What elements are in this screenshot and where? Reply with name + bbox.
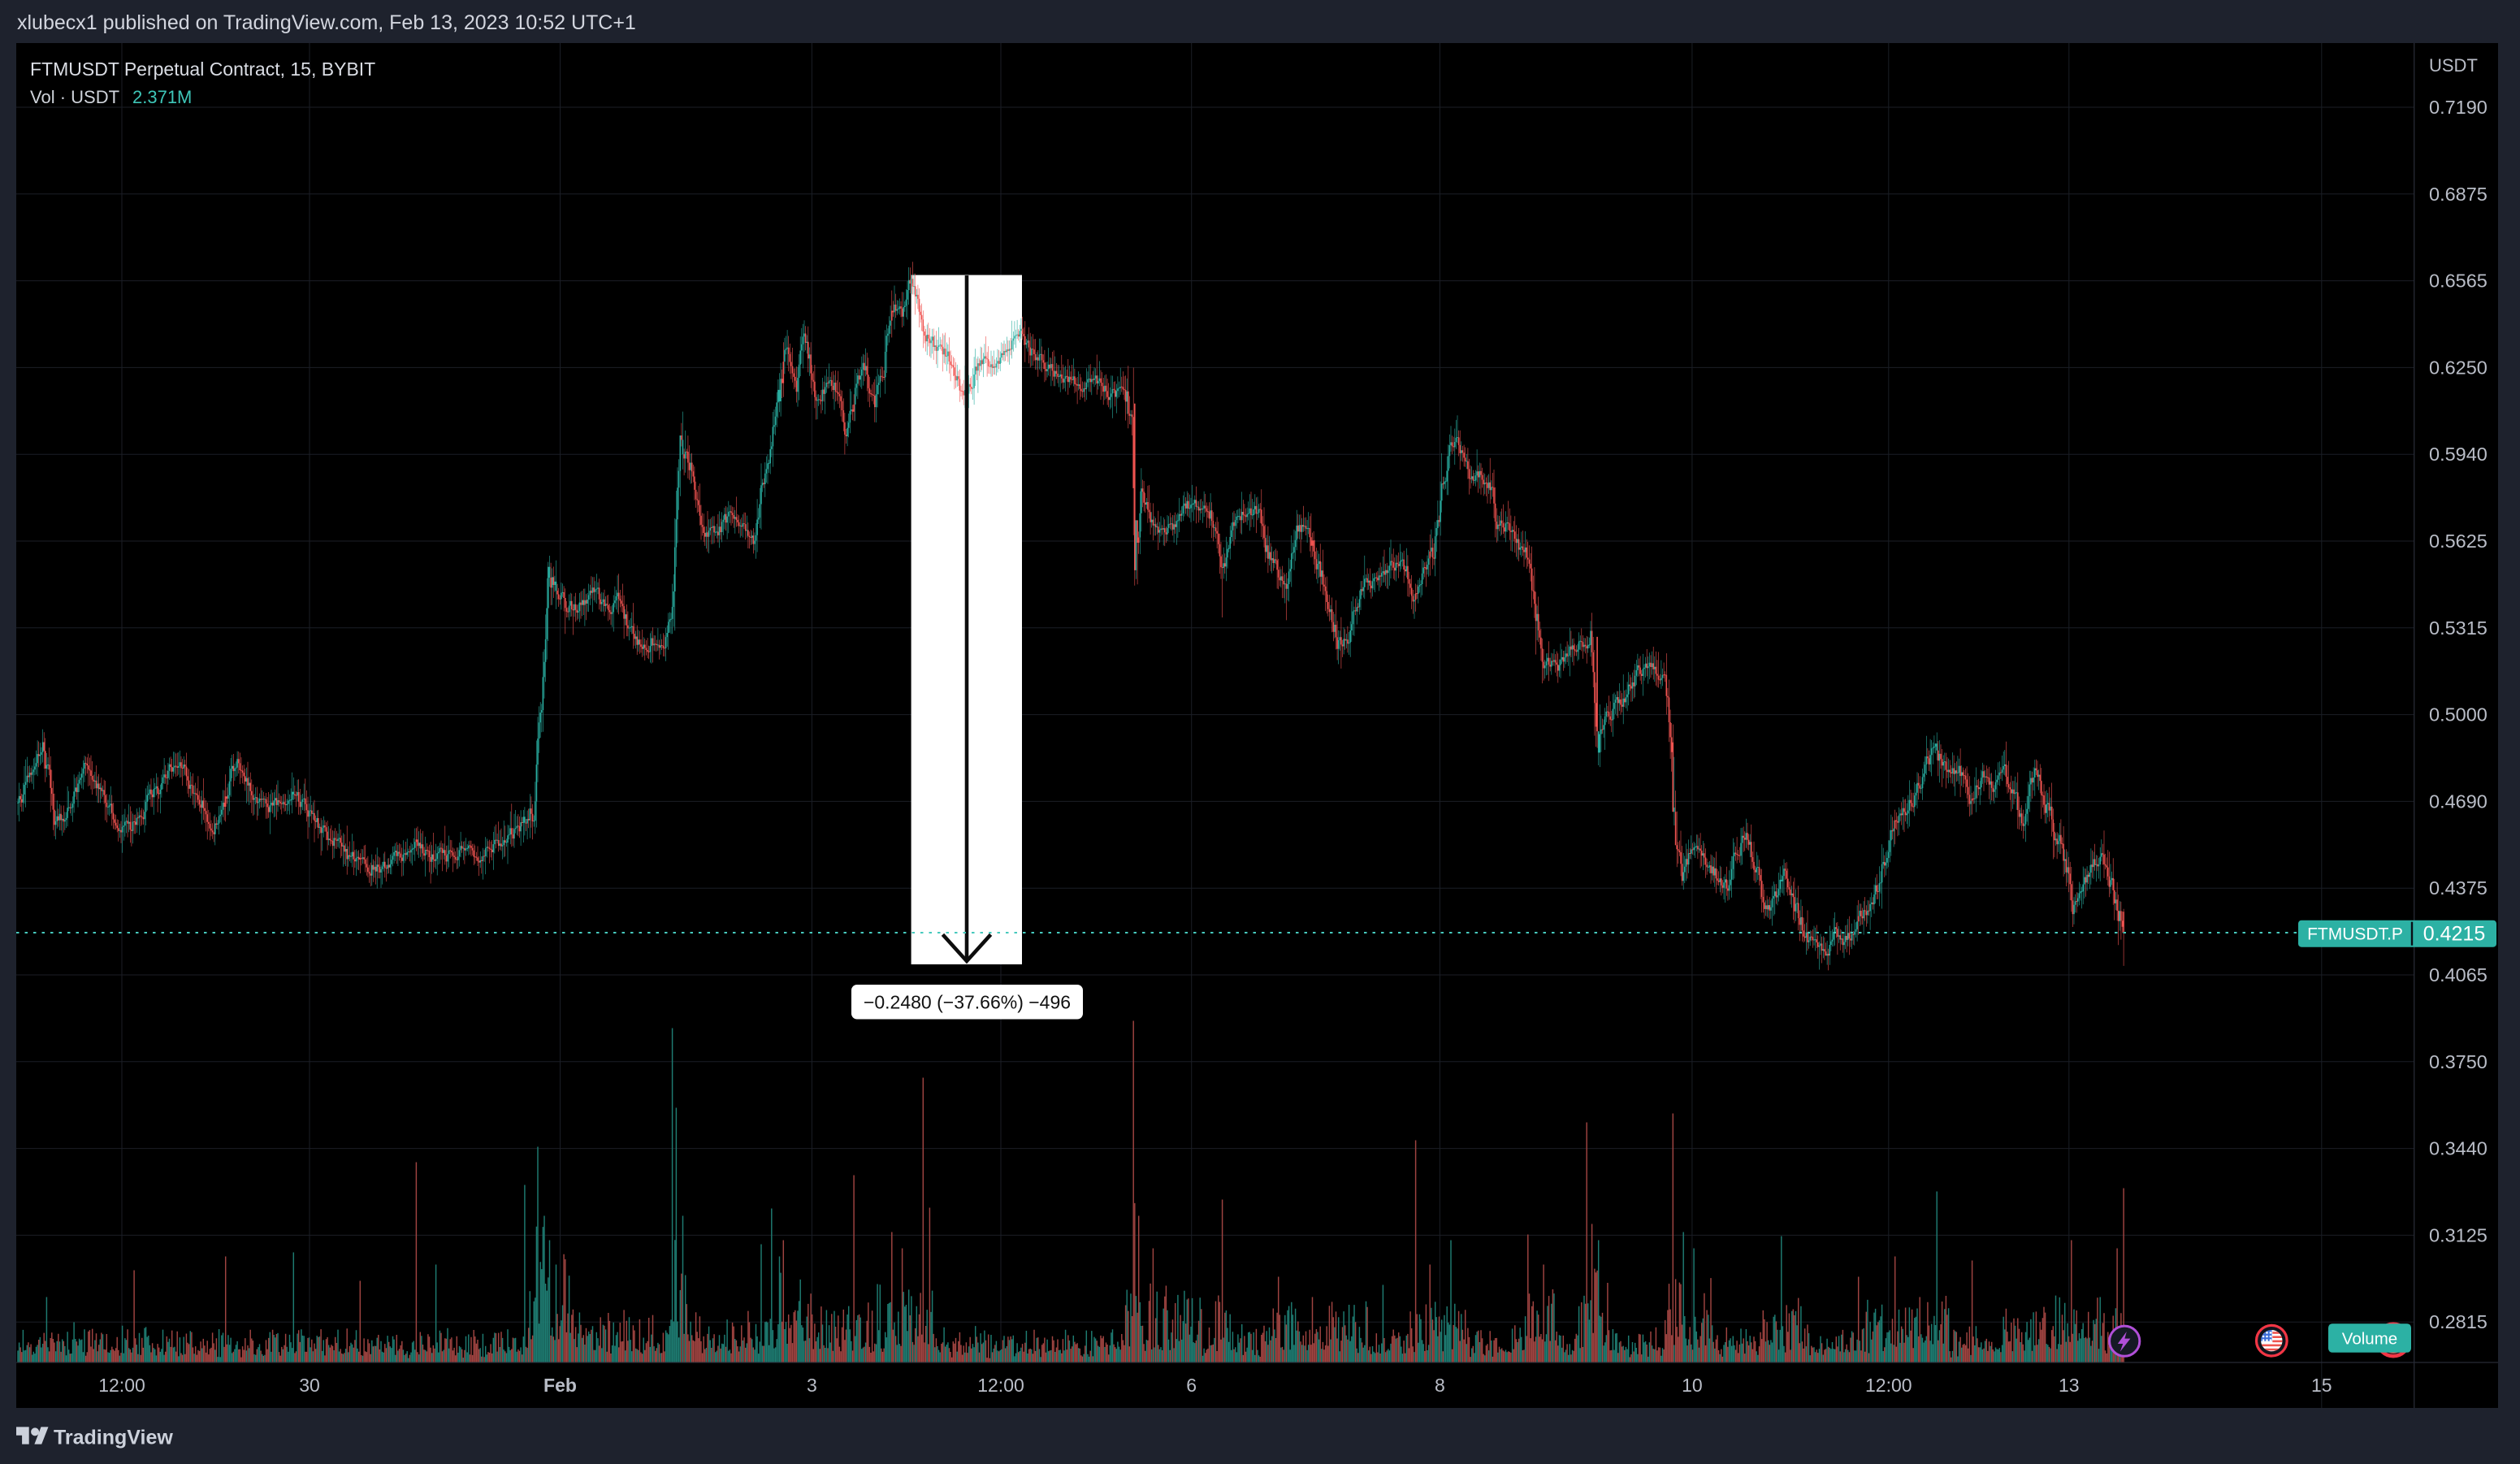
svg-text:FTMUSDT.P: FTMUSDT.P	[2307, 925, 2403, 944]
svg-text:USDT: USDT	[2429, 55, 2478, 76]
svg-text:0.5625: 0.5625	[2429, 531, 2488, 552]
svg-text:12:00: 12:00	[98, 1375, 145, 1396]
svg-text:−0.2480 (−37.66%) −496: −0.2480 (−37.66%) −496	[864, 992, 1071, 1013]
svg-text:15: 15	[2311, 1375, 2332, 1396]
svg-text:FTMUSDT Perpetual Contract, 15: FTMUSDT Perpetual Contract, 15, BYBIT	[30, 58, 375, 80]
svg-text:12:00: 12:00	[1865, 1375, 1912, 1396]
svg-text:2.371M: 2.371M	[132, 87, 192, 107]
svg-text:0.5940: 0.5940	[2429, 444, 2488, 465]
svg-text:30: 30	[299, 1375, 320, 1396]
svg-text:0.4690: 0.4690	[2429, 790, 2488, 812]
svg-text:Vol · USDT: Vol · USDT	[30, 87, 119, 107]
svg-text:0.3125: 0.3125	[2429, 1224, 2488, 1245]
svg-text:0.3440: 0.3440	[2429, 1138, 2488, 1159]
svg-text:12:00: 12:00	[977, 1375, 1024, 1396]
svg-text:0.4375: 0.4375	[2429, 877, 2488, 899]
svg-text:3: 3	[807, 1375, 817, 1396]
svg-text:0.6565: 0.6565	[2429, 271, 2488, 292]
svg-text:0.4065: 0.4065	[2429, 964, 2488, 985]
svg-text:0.6250: 0.6250	[2429, 357, 2488, 378]
svg-text:xlubecx1 published on TradingV: xlubecx1 published on TradingView.com, F…	[17, 11, 636, 34]
svg-text:10: 10	[1682, 1375, 1703, 1396]
svg-text:0.5315: 0.5315	[2429, 617, 2488, 639]
svg-text:8: 8	[1435, 1375, 1445, 1396]
svg-text:6: 6	[1186, 1375, 1197, 1396]
svg-text:0.2815: 0.2815	[2429, 1311, 2488, 1332]
svg-text:0.7190: 0.7190	[2429, 97, 2488, 118]
svg-text:0.3750: 0.3750	[2429, 1051, 2488, 1072]
svg-text:Volume: Volume	[2342, 1330, 2397, 1349]
svg-text:0.6875: 0.6875	[2429, 184, 2488, 205]
svg-text:Feb: Feb	[543, 1375, 577, 1396]
svg-text:0.5000: 0.5000	[2429, 704, 2488, 726]
svg-text:0.4215: 0.4215	[2423, 923, 2485, 946]
svg-text:TradingView: TradingView	[54, 1427, 173, 1449]
svg-text:13: 13	[2059, 1375, 2080, 1396]
